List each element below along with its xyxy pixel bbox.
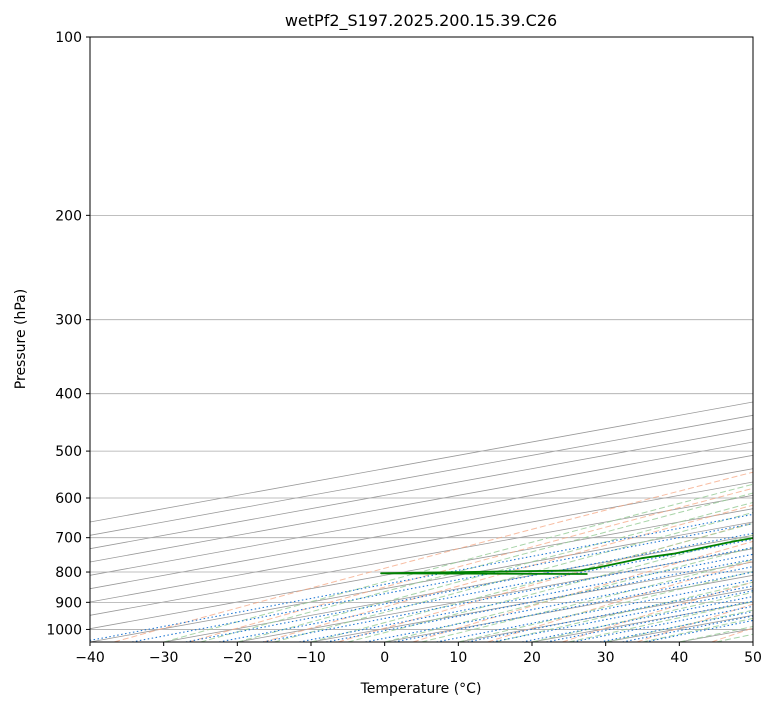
mixing-ratio-line: [622, 615, 753, 642]
isotherm-line: [90, 441, 753, 563]
isotherm-lines: [90, 401, 753, 642]
moist-adiabat-line: [310, 522, 753, 642]
isotherm-line: [90, 521, 753, 642]
x-axis-title: Temperature (°C): [360, 681, 482, 697]
dry-adiabat-line: [188, 487, 753, 642]
isotherm-line: [90, 468, 753, 590]
dry-adiabat-line: [113, 471, 753, 642]
isotherm-line: [90, 494, 753, 616]
isotherm-line: [90, 454, 753, 576]
moist-adiabat-line: [421, 559, 753, 642]
isotherm-line: [90, 428, 753, 550]
x-tick-label: 20: [523, 650, 541, 666]
moist-adiabat-line: [384, 546, 753, 642]
mixing-ratio-line: [262, 546, 753, 642]
y-tick-label: 700: [55, 531, 82, 547]
moist-adiabat-line: [531, 591, 753, 642]
y-tick-label: 100: [55, 30, 82, 46]
moist-adiabat-lines: [163, 483, 753, 642]
y-tick-label: 300: [55, 313, 82, 329]
mixing-ratio-line: [521, 595, 753, 642]
x-tick-label: −40: [75, 650, 105, 666]
x-tick-label: −30: [149, 650, 179, 666]
mixing-ratio-line: [185, 532, 753, 642]
mixing-ratio-line: [131, 522, 753, 642]
isotherm-line: [163, 534, 753, 642]
y-tick-label: 500: [55, 444, 82, 460]
x-tick-label: 0: [380, 650, 389, 666]
y-tick-label: 600: [55, 491, 82, 507]
y-tick-label: 400: [55, 387, 82, 403]
x-tick-label: 40: [670, 650, 688, 666]
mixing-ratio-line: [572, 605, 753, 642]
y-tick-label: 900: [55, 595, 82, 611]
x-tick-label: −20: [223, 650, 253, 666]
isotherm-line: [90, 481, 753, 603]
y-axis: 100 200 300 400 500 600 700 800 900 1000: [46, 30, 90, 638]
y-tick-label: 1000: [46, 622, 82, 638]
x-tick-label: 30: [597, 650, 615, 666]
mixing-ratio-line: [546, 600, 753, 642]
x-tick-label: 10: [449, 650, 467, 666]
plot-area: 0.10.20.40.611.52346810131620253036-100-…: [90, 37, 753, 642]
mixing-ratio-lines: [90, 513, 753, 642]
moist-adiabat-line: [458, 570, 753, 642]
moist-adiabat-line: [163, 483, 753, 642]
mixing-ratio-line: [218, 538, 753, 642]
y-axis-title: Pressure (hPa): [13, 289, 29, 389]
moist-adiabat-line: [347, 534, 753, 642]
dry-adiabat-line: [338, 522, 753, 642]
isotherm-line: [90, 508, 753, 630]
x-axis: −40 −30 −20 −10 0 10 20 30 40 50: [75, 642, 762, 666]
x-tick-label: −10: [296, 650, 326, 666]
y-tick-label: 200: [55, 208, 82, 224]
dry-adiabat-line: [562, 581, 753, 642]
y-tick-label: 800: [55, 565, 82, 581]
plot-frame: [89, 36, 754, 643]
x-tick-label: 50: [744, 650, 762, 666]
mixing-ratio-line: [599, 611, 753, 642]
chart-title: wetPf2_S197.2025.200.15.39.C26: [285, 11, 557, 31]
